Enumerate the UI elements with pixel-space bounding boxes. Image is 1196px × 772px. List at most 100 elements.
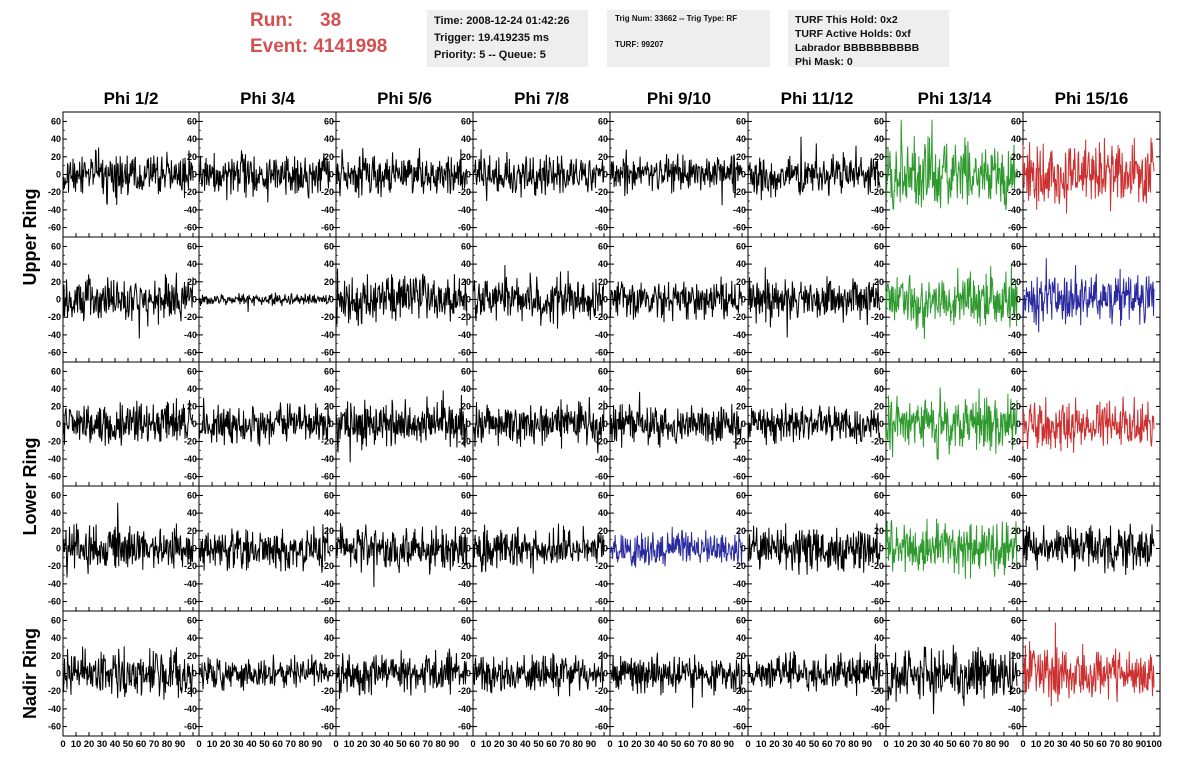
y-tick-label: 20 — [324, 152, 334, 162]
waveform-trace — [472, 523, 605, 574]
y-tick-label: -60 — [48, 223, 61, 233]
x-tick-label: 40 — [1070, 739, 1081, 750]
y-tick-label: -40 — [48, 205, 61, 215]
ring-label: Upper Ring — [20, 189, 40, 286]
x-tick-label: 80 — [573, 739, 584, 750]
y-tick-label: 20 — [461, 401, 471, 411]
y-tick-label: 60 — [187, 116, 197, 126]
x-tick-label: 10 — [71, 739, 82, 750]
waveform-trace — [472, 396, 605, 454]
x-tick-label: 60 — [272, 739, 283, 750]
y-tick-label: 40 — [1011, 259, 1021, 269]
y-tick-label: -20 — [595, 312, 608, 322]
y-tick-label: 20 — [736, 152, 746, 162]
y-tick-label: 40 — [598, 508, 608, 518]
y-tick-label: 0 — [1016, 669, 1021, 679]
y-tick-label: -60 — [458, 348, 471, 358]
waveform-panel: -60 -40 -20 0 20 40 60 — [48, 111, 200, 238]
x-tick-label: 30 — [97, 739, 108, 750]
y-tick-label: -60 — [871, 722, 884, 732]
y-tick-label: 20 — [736, 526, 746, 536]
y-tick-label: -20 — [321, 686, 334, 696]
y-tick-label: 60 — [51, 241, 61, 251]
waveform-panel: -60 -40 -20 0 20 40 60 — [1008, 485, 1161, 612]
y-tick-label: -20 — [1008, 686, 1021, 696]
waveform-panel: -60 -40 -20 0 20 40 60 — [733, 485, 887, 612]
y-tick-label: 20 — [1011, 277, 1021, 287]
x-tick-label: 10 — [618, 739, 629, 750]
x-tick-label: 90 — [312, 739, 323, 750]
waveform-panel: -60 -40 -20 0 20 40 60 — [184, 610, 337, 737]
y-tick-label: -60 — [184, 348, 197, 358]
y-tick-label: 60 — [187, 490, 197, 500]
y-tick-label: 60 — [461, 615, 471, 625]
waveform-panel: -60 -40 -20 0 20 40 60 — [321, 236, 474, 363]
y-tick-label: 0 — [1016, 544, 1021, 554]
waveform-trace — [609, 276, 743, 323]
y-tick-label: 0 — [56, 544, 61, 554]
time-text: Time: 2008-12-24 01:42:26 — [434, 15, 570, 27]
y-tick-label: 40 — [598, 259, 608, 269]
y-tick-label: 40 — [187, 259, 197, 269]
y-tick-label: -20 — [184, 561, 197, 571]
y-tick-label: -40 — [595, 704, 608, 714]
x-tick-label: 0 — [470, 739, 475, 750]
y-tick-label: 0 — [56, 170, 61, 180]
waveform-trace — [609, 652, 743, 708]
y-tick-label: -60 — [595, 348, 608, 358]
y-tick-label: 20 — [736, 401, 746, 411]
event-label: Event: — [250, 36, 309, 57]
y-tick-label: -60 — [1008, 597, 1021, 607]
y-tick-label: 0 — [466, 419, 471, 429]
y-tick-label: 20 — [51, 277, 61, 287]
y-tick-label: -60 — [458, 597, 471, 607]
waveform-panel: -60 -40 -20 0 20 40 60 — [595, 236, 749, 363]
x-tick-label: 70 — [835, 739, 846, 750]
run-event-header: Run: 38 Event: 4141998 — [250, 8, 387, 60]
y-tick-label: 60 — [598, 116, 608, 126]
y-tick-label: 20 — [324, 277, 334, 287]
y-tick-label: 0 — [466, 295, 471, 305]
waveform-panel: -60 -40 -20 0 20 40 60 — [871, 111, 1024, 238]
priority-text: Priority: 5 -- Queue: 5 — [434, 49, 546, 61]
y-tick-label: 0 — [741, 669, 746, 679]
x-tick-label: 20 — [357, 739, 368, 750]
y-tick-label: -20 — [733, 437, 746, 447]
turf-active-holds-text: TURF Active Holds: 0xf — [795, 28, 911, 40]
waveform-panel: -60 -40 -20 0 20 40 60 — [321, 111, 474, 238]
x-tick-label: 80 — [1123, 739, 1134, 750]
y-tick-label: 40 — [874, 384, 884, 394]
waveform-trace — [885, 644, 1018, 715]
y-tick-label: 0 — [192, 419, 197, 429]
y-tick-label: -40 — [1008, 454, 1021, 464]
waveform-trace — [747, 403, 881, 446]
y-tick-label: 60 — [324, 116, 334, 126]
waveform-panel: -60 -40 -20 0 20 40 60 — [1008, 610, 1161, 737]
y-tick-label: -20 — [184, 187, 197, 197]
y-tick-label: -60 — [595, 223, 608, 233]
waveform-panel: -60 -40 -20 0 20 40 60 — [733, 236, 887, 363]
x-tick-label: 90 — [586, 739, 597, 750]
waveform-panel: -60 -40 -20 0 20 40 60 — [871, 236, 1024, 363]
waveform-trace — [198, 524, 331, 573]
y-tick-label: 0 — [741, 170, 746, 180]
y-tick-label: -20 — [871, 686, 884, 696]
y-tick-label: 60 — [874, 241, 884, 251]
waveform-panel: -60 -40 -20 0 20 40 60 — [184, 236, 337, 363]
y-tick-label: -60 — [184, 223, 197, 233]
waveform-trace — [198, 397, 331, 447]
y-tick-label: -40 — [458, 579, 471, 589]
y-tick-label: -60 — [871, 223, 884, 233]
x-tick-label: 10 — [894, 739, 905, 750]
waveform-panel: -60 -40 -20 0 20 40 60 — [321, 610, 474, 737]
waveform-trace — [62, 272, 194, 339]
turf-text: TURF: 99207 — [615, 40, 664, 49]
waveform-trace — [1022, 258, 1155, 333]
y-tick-label: -40 — [321, 330, 334, 340]
y-tick-label: -60 — [321, 472, 334, 482]
y-tick-label: 60 — [461, 490, 471, 500]
column-header: Phi 11/12 — [781, 89, 854, 108]
y-tick-label: -20 — [871, 187, 884, 197]
x-tick-label: 20 — [220, 739, 231, 750]
y-tick-label: -60 — [458, 223, 471, 233]
